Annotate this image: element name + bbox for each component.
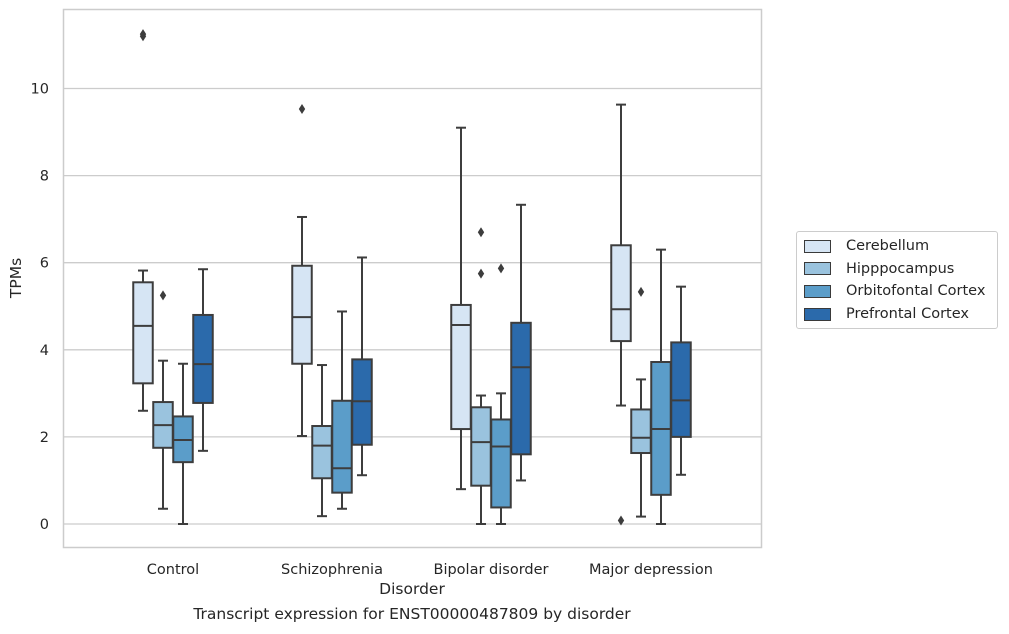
outlier-marker: [497, 263, 505, 274]
box-prefrontal-cortex: [510, 203, 532, 482]
outlier-marker: [477, 268, 485, 279]
legend-label: Orbitofontal Cortex: [846, 283, 986, 300]
box-cerebellum: [450, 126, 472, 491]
box-iqr: [192, 313, 214, 404]
y-axis-label: TPMs: [7, 258, 25, 299]
box-prefrontal-cortex: [192, 268, 214, 452]
legend-label: Prefrontal Cortex: [846, 306, 969, 323]
plot-frame: [62, 8, 763, 549]
box-iqr: [291, 264, 313, 365]
box-hipppocampus: [470, 227, 492, 525]
legend-item: Orbitofontal Cortex: [797, 280, 997, 303]
x-tick-label: Bipolar disorder: [434, 562, 549, 578]
box-hipppocampus: [152, 290, 174, 510]
x-tick-label: Major depression: [589, 562, 713, 578]
outlier-marker: [139, 29, 147, 40]
legend-label: Cerebellum: [846, 238, 930, 255]
box-orbitofontal-cortex: [331, 310, 353, 510]
box-iqr: [510, 321, 532, 456]
box-prefrontal-cortex: [670, 285, 692, 476]
box-iqr: [670, 341, 692, 438]
box-cerebellum: [610, 103, 632, 526]
box-iqr: [470, 406, 492, 487]
box-iqr: [311, 425, 333, 480]
legend-item: Hipppocampus: [797, 258, 997, 281]
box-iqr: [490, 418, 512, 509]
chart-caption: Transcript expression for ENST0000048780…: [193, 605, 631, 623]
box-series: [132, 29, 692, 526]
x-axis-label: Disorder: [379, 580, 445, 598]
legend-item: Cerebellum: [797, 235, 997, 258]
y-tick-label: 4: [40, 343, 49, 359]
outlier-marker: [477, 227, 485, 238]
outlier-marker: [298, 103, 306, 114]
outlier-marker: [159, 290, 167, 301]
legend: Cerebellum Hipppocampus Orbitofontal Corte…: [796, 231, 998, 330]
box-hipppocampus: [630, 286, 652, 518]
legend-label: Hipppocampus: [846, 260, 955, 277]
box-orbitofontal-cortex: [172, 362, 194, 525]
box-iqr: [610, 244, 632, 343]
y-tick-label: 8: [40, 169, 49, 185]
x-tick-label: Control: [147, 562, 199, 578]
legend-swatch: [804, 262, 831, 276]
box-hipppocampus: [311, 364, 333, 518]
y-tick-label: 0: [40, 517, 49, 533]
box-iqr: [630, 408, 652, 455]
axis-ticks: 0 2 4 6 8 10 Control Schizophrenia Bipolar disor…: [31, 82, 713, 579]
box-orbitofontal-cortex: [650, 248, 672, 525]
box-cerebellum: [291, 103, 313, 438]
y-tick-label: 2: [40, 430, 49, 446]
box-iqr: [132, 281, 154, 385]
y-tick-label: 6: [40, 256, 49, 272]
outlier-marker: [637, 286, 645, 297]
legend-item: Prefrontal Cortex: [797, 303, 997, 326]
box-prefrontal-cortex: [351, 256, 373, 477]
box-iqr: [450, 303, 472, 431]
box-orbitofontal-cortex: [490, 263, 512, 525]
box-cerebellum: [132, 29, 154, 412]
outlier-marker: [617, 515, 625, 526]
legend-swatch: [804, 307, 831, 321]
legend-swatch: [804, 239, 831, 253]
y-tick-label: 10: [31, 82, 49, 98]
legend-swatch: [804, 284, 831, 298]
box-iqr: [331, 399, 353, 494]
x-tick-label: Schizophrenia: [281, 562, 383, 578]
